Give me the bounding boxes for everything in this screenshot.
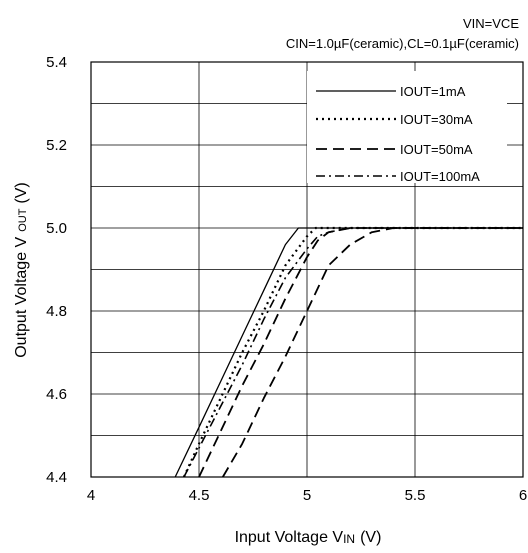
annotation-vin: VIN=VCE: [463, 16, 519, 31]
series-line-4: [222, 227, 523, 478]
x-tick-label: 6: [519, 487, 527, 504]
y-axis-title-main: Output Voltage V: [13, 236, 30, 357]
y-tick-label: 4.8: [46, 303, 67, 320]
series-line-3: [183, 227, 523, 478]
y-axis-title-unit: (V): [13, 182, 30, 203]
legend-label-100mA: IOUT=100mA: [400, 169, 480, 184]
y-tick-label: 5.2: [46, 137, 67, 154]
x-axis-title-unit: (V): [360, 529, 381, 546]
x-tick-label: 5: [303, 487, 311, 504]
y-tick-label: 5.0: [46, 220, 67, 237]
legend: IOUT=1mA IOUT=30mA IOUT=50mA IOUT=100mA: [307, 71, 507, 184]
x-tick-label: 4.5: [189, 487, 210, 504]
series-line-1: [182, 226, 523, 478]
annotation-capacitors: CIN=1.0µF(ceramic),CL=0.1µF(ceramic): [286, 36, 519, 51]
series-line-2: [198, 227, 523, 478]
x-tick-label: 4: [87, 487, 95, 504]
legend-label-50mA: IOUT=50mA: [400, 142, 473, 157]
legend-label-30mA: IOUT=30mA: [400, 112, 473, 127]
legend-label-1mA: IOUT=1mA: [400, 84, 466, 99]
x-axis-title: Input Voltage VIN (V): [235, 529, 382, 546]
y-tick-label: 4.4: [46, 469, 67, 486]
x-axis-title-subscript: IN: [343, 532, 355, 546]
series-line-0: [174, 227, 523, 478]
x-axis-title-main: Input Voltage V: [235, 529, 344, 546]
x-tick-label: 5.5: [405, 487, 426, 504]
y-axis-title-subscript: OUT: [17, 208, 29, 232]
series-lines: [174, 226, 523, 478]
y-tick-label: 4.6: [46, 386, 67, 403]
plot-area-border: [90, 61, 524, 478]
legend-background: [307, 71, 507, 183]
y-tick-label: 5.4: [46, 54, 67, 71]
tick-labels: 4 4.5 5 5.5 6 4.4 4.6 4.8 5.0 5.2 5.4: [46, 54, 527, 504]
y-axis-title: Output Voltage V OUT (V): [13, 182, 30, 358]
